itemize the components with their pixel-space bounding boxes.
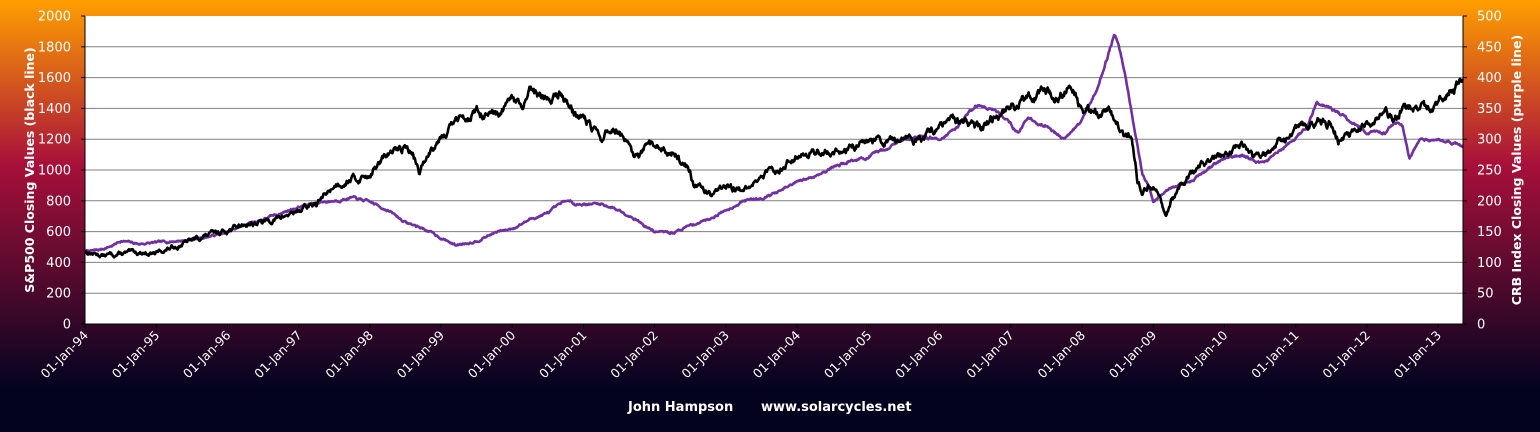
left-axis-title: S&P500 Closing Values (black line) — [22, 47, 37, 292]
left-tick-label: 1200 — [38, 133, 71, 148]
right-tick-label: 250 — [1477, 164, 1502, 179]
right-tick-label: 50 — [1477, 287, 1494, 302]
right-tick-label: 0 — [1477, 318, 1485, 333]
left-tick-label: 800 — [46, 194, 71, 209]
right-tick-label: 200 — [1477, 194, 1502, 209]
right-axis-title: CRB Index Closing Values (purple line) — [1509, 35, 1524, 305]
left-tick-label: 0 — [63, 318, 71, 333]
left-tick-label: 600 — [46, 225, 71, 240]
right-tick-label: 300 — [1477, 133, 1502, 148]
sp500-series — [84, 77, 1464, 259]
left-tick-label: 2000 — [38, 10, 71, 25]
right-tick-label: 450 — [1477, 40, 1502, 55]
left-tick-label: 400 — [46, 256, 71, 271]
left-axis-ticks: 0 200 400 600 800 1000 1200 1400 1600 1800 2000 — [38, 10, 85, 333]
right-axis-ticks: 0 50 100 150 200 250 300 350 400 450 500 — [1463, 10, 1502, 333]
left-tick-label: 200 — [46, 287, 71, 302]
left-tick-label: 1600 — [38, 71, 71, 86]
right-tick-label: 500 — [1477, 10, 1502, 25]
s-p500-line — [84, 77, 1464, 259]
right-tick-label: 100 — [1477, 256, 1502, 271]
left-tick-label: 1400 — [38, 102, 71, 117]
footer-website: www.solarcycles.net — [761, 400, 912, 415]
footer-author: John Hampson — [627, 400, 733, 415]
right-tick-label: 350 — [1477, 102, 1502, 117]
right-tick-label: 400 — [1477, 71, 1502, 86]
gridlines — [85, 46, 1463, 294]
left-tick-label: 1000 — [38, 164, 71, 179]
left-tick-label: 1800 — [38, 40, 71, 55]
right-tick-label: 150 — [1477, 225, 1502, 240]
